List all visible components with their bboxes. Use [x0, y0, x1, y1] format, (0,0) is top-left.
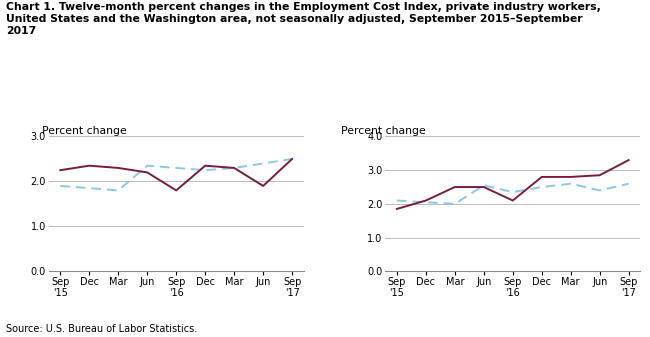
- United States wages and salaries: [625, 182, 632, 186]
- United States total compensation: [202, 168, 209, 172]
- United States wages and salaries: [451, 202, 459, 206]
- Washington total compensation: [230, 166, 238, 170]
- United States total compensation: [259, 161, 267, 165]
- United States wages and salaries: [393, 198, 401, 203]
- United States wages and salaries: [509, 190, 517, 194]
- Washington wages and salaries: [393, 207, 401, 211]
- Washington wages and salaries: [538, 175, 545, 179]
- Washington wages and salaries: [451, 185, 459, 189]
- United States total compensation: [144, 164, 151, 168]
- United States total compensation: [172, 166, 180, 170]
- United States wages and salaries: [538, 185, 545, 189]
- Washington total compensation: [57, 168, 64, 172]
- Line: Washington wages and salaries: Washington wages and salaries: [397, 160, 629, 209]
- Text: Chart 1. Twelve-month percent changes in the Employment Cost Index, private indu: Chart 1. Twelve-month percent changes in…: [6, 2, 601, 36]
- Washington wages and salaries: [596, 173, 604, 177]
- Washington total compensation: [259, 184, 267, 188]
- Washington total compensation: [172, 188, 180, 192]
- Washington wages and salaries: [567, 175, 575, 179]
- Washington total compensation: [144, 171, 151, 175]
- Washington total compensation: [114, 166, 122, 170]
- United States total compensation: [57, 184, 64, 188]
- Washington wages and salaries: [480, 185, 488, 189]
- United States total compensation: [288, 157, 296, 161]
- Washington total compensation: [202, 164, 209, 168]
- Washington wages and salaries: [625, 158, 632, 162]
- Washington total compensation: [85, 164, 93, 168]
- United States wages and salaries: [567, 182, 575, 186]
- United States wages and salaries: [480, 183, 488, 187]
- Line: United States wages and salaries: United States wages and salaries: [397, 184, 629, 204]
- United States total compensation: [230, 166, 238, 170]
- Washington wages and salaries: [509, 198, 517, 203]
- Washington wages and salaries: [422, 198, 430, 203]
- United States wages and salaries: [596, 188, 604, 192]
- Text: Source: U.S. Bureau of Labor Statistics.: Source: U.S. Bureau of Labor Statistics.: [6, 324, 198, 334]
- Line: United States total compensation: United States total compensation: [60, 159, 292, 190]
- Washington total compensation: [288, 157, 296, 161]
- United States wages and salaries: [422, 200, 430, 204]
- Text: Percent change: Percent change: [42, 126, 127, 136]
- Text: Percent change: Percent change: [341, 126, 426, 136]
- United States total compensation: [114, 188, 122, 192]
- United States total compensation: [85, 186, 93, 190]
- Line: Washington total compensation: Washington total compensation: [60, 159, 292, 190]
